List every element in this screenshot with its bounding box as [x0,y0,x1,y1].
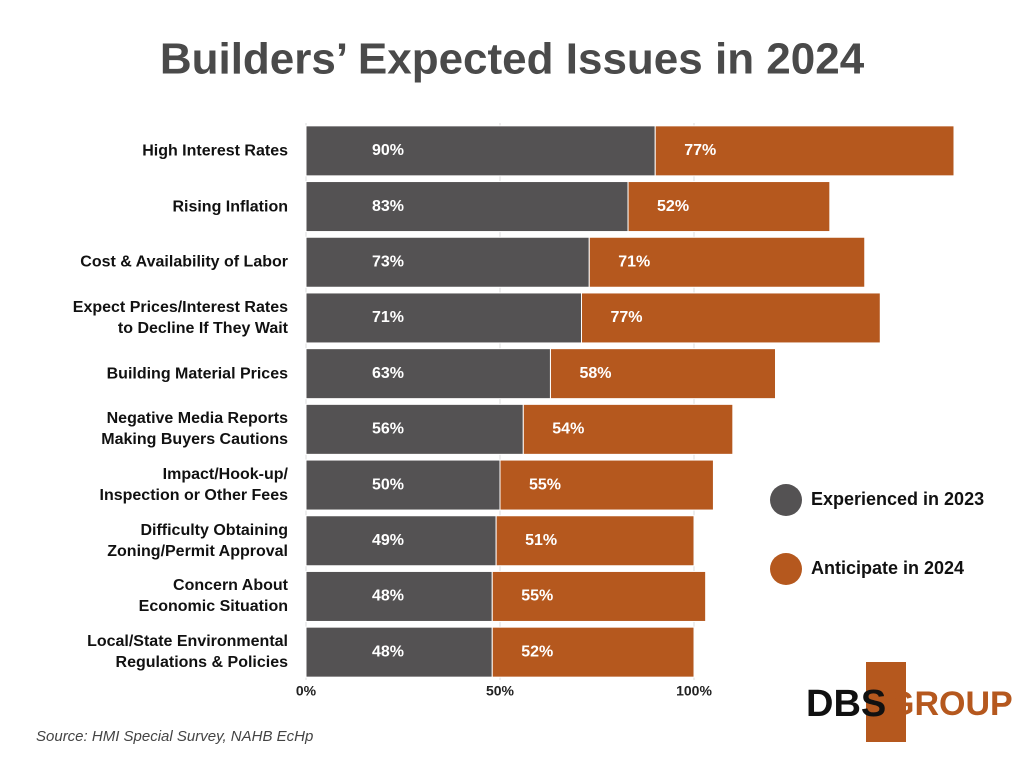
bar [305,292,582,344]
logo: DBS GROUP [806,662,1013,742]
x-tick-label: 0% [296,683,317,699]
data-label: 83% [372,198,404,215]
bar [305,626,493,678]
data-label: 48% [372,643,404,660]
bar [305,515,497,567]
legend-marker [770,553,802,585]
data-label: 52% [657,198,689,215]
x-tick-label: 50% [486,683,515,699]
legend-marker [770,484,802,516]
data-label: 49% [372,532,404,549]
category-label: Impact/Hook-up/ Inspection or Other Fees [99,466,288,505]
bar [495,515,695,567]
bar [305,570,493,622]
bar [305,403,524,455]
data-label: 71% [618,253,650,270]
data-label: 58% [579,365,611,382]
bar [522,403,734,455]
category-label: Cost & Availability of Labor [80,253,288,271]
bar [499,459,714,511]
bar [627,181,831,233]
bar [580,292,881,344]
category-label: Building Material Prices [106,365,288,383]
bar [654,125,955,177]
data-label: 63% [372,365,404,382]
legend-label: Anticipate in 2024 [811,558,964,578]
bar [588,236,866,288]
data-label: 54% [552,421,584,438]
category-label: Local/State Environmental Regulations & … [87,633,288,672]
data-label: 50% [372,476,404,493]
bar [549,348,777,400]
source: Source: HMI Special Survey, NAHB EcHp [36,728,313,745]
category-label: Rising Inflation [172,198,288,216]
chart-title: Builders’ Expected Issues in 2024 [160,35,865,84]
bar [305,348,551,400]
logo-block [866,662,906,742]
logo-text: GROUP [888,685,1013,723]
category-label: Concern About Economic Situation [138,577,288,616]
bar [305,181,629,233]
data-label: 77% [610,309,642,326]
category-label: High Interest Rates [142,142,288,160]
data-label: 55% [521,588,553,605]
data-label: 52% [521,643,553,660]
x-tick-label: 100% [676,683,712,699]
data-label: 90% [372,142,404,159]
data-label: 73% [372,253,404,270]
data-label: 77% [684,142,716,159]
data-label: 55% [529,476,561,493]
bar [305,459,501,511]
bar [305,236,590,288]
category-label: Expect Prices/Interest Rates to Decline … [72,298,288,337]
category-label: Negative Media Reports Making Buyers Cau… [101,410,288,449]
data-label: 71% [372,309,404,326]
bar [491,570,707,622]
logo-text: DBS [806,683,886,725]
bar [305,125,656,177]
category-label: Difficulty Obtaining Zoning/Permit Appro… [107,521,288,560]
legend-label: Experienced in 2023 [811,489,984,509]
bar [491,626,695,678]
data-label: 48% [372,588,404,605]
data-label: 51% [525,532,557,549]
data-label: 56% [372,421,404,438]
